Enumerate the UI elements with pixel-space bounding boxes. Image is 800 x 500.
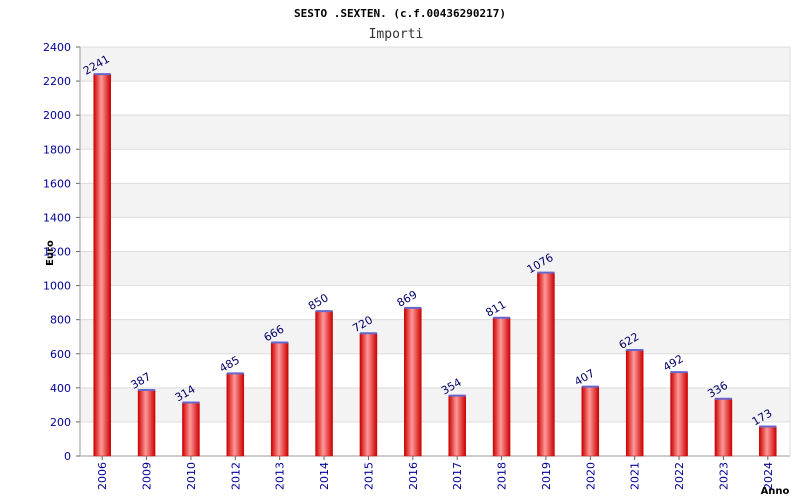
y-tick-label: 2000	[43, 109, 71, 122]
x-tick-label: 2014	[318, 462, 331, 490]
x-tick-label: 2024	[762, 462, 775, 490]
bar	[759, 426, 777, 457]
bar	[93, 73, 111, 457]
x-tick-label: 2019	[540, 462, 553, 490]
bar	[270, 342, 289, 457]
y-tick-label: 400	[50, 382, 71, 395]
grid-band	[80, 115, 790, 150]
bar	[670, 371, 688, 457]
grid-band	[80, 319, 790, 354]
x-tick-label: 2012	[229, 462, 242, 490]
bar	[537, 272, 555, 457]
x-tick-label: 2021	[629, 462, 642, 490]
bar	[359, 333, 378, 457]
x-tick-label: 2020	[584, 462, 597, 490]
x-tick-label: 2015	[362, 462, 375, 490]
x-tick-label: 2013	[274, 462, 287, 490]
x-tick-label: 2023	[717, 462, 730, 490]
y-tick-label: 1600	[43, 177, 71, 190]
bar	[492, 317, 511, 457]
bar	[714, 398, 733, 457]
y-tick-label: 800	[50, 314, 71, 327]
chart-title: SESTO .SEXTEN. (c.f.00436290217)	[294, 7, 506, 20]
y-tick-label: 1000	[43, 280, 71, 293]
plot-area: 0 200 400 600 800 1000 1200 1400 1600 1800 2000 220…	[43, 41, 791, 490]
x-tick-label: 2006	[96, 462, 109, 490]
bar	[404, 307, 422, 457]
chart-subtitle: Importi	[369, 27, 424, 42]
x-axis-label: Anno	[761, 486, 790, 497]
x-tick-label: 2018	[496, 462, 509, 490]
y-tick-label: 200	[50, 416, 71, 429]
bar	[315, 310, 333, 457]
y-tick-label: 2400	[43, 41, 71, 54]
x-tick-label: 2017	[451, 462, 464, 490]
bar	[448, 395, 466, 457]
y-tick-label: 2200	[43, 75, 71, 88]
grid-band	[80, 251, 790, 286]
bar	[182, 402, 200, 457]
y-tick-label: 1400	[43, 211, 71, 224]
bar	[581, 386, 600, 457]
bar	[625, 349, 644, 457]
x-tick-label: 2009	[141, 462, 154, 490]
x-tick-label: 2010	[185, 462, 198, 490]
y-tick-label: 600	[50, 348, 71, 361]
y-tick-label: 0	[64, 450, 71, 463]
bar	[137, 389, 156, 457]
bar	[226, 373, 245, 457]
y-tick-label: 1800	[43, 143, 71, 156]
x-tick-label: 2022	[673, 462, 686, 490]
y-axis-label: Euro	[45, 240, 56, 266]
x-tick-label: 2016	[407, 462, 420, 490]
grid-band	[80, 47, 790, 82]
grid-band	[80, 183, 790, 218]
y-tick-label: 1200	[43, 246, 71, 259]
